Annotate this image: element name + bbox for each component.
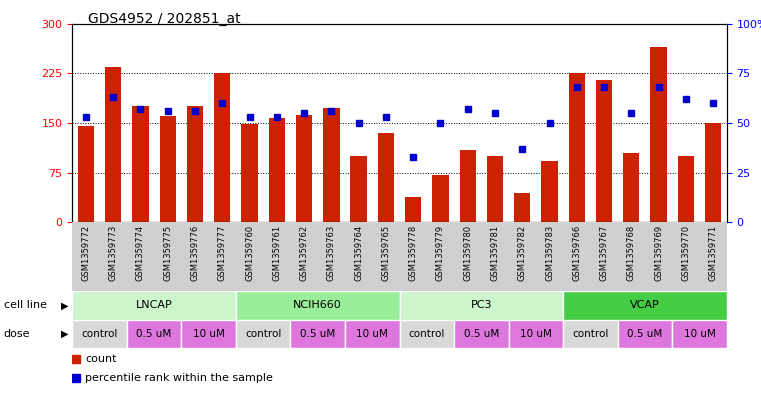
Bar <box>460 149 476 222</box>
Bar <box>187 107 203 222</box>
Bar <box>400 320 454 348</box>
Text: ▶: ▶ <box>61 329 68 339</box>
Bar <box>487 156 503 222</box>
Bar <box>568 73 585 222</box>
Bar <box>72 320 127 348</box>
Text: percentile rank within the sample: percentile rank within the sample <box>85 373 273 382</box>
Bar <box>541 161 558 222</box>
Bar <box>181 320 236 348</box>
Text: control: control <box>81 329 118 339</box>
Text: GDS4952 / 202851_at: GDS4952 / 202851_at <box>88 12 240 26</box>
Bar <box>618 320 672 348</box>
Text: GSM1359760: GSM1359760 <box>245 224 254 281</box>
Bar <box>269 118 285 222</box>
Text: 10 uM: 10 uM <box>193 329 224 339</box>
Text: GSM1359778: GSM1359778 <box>409 224 418 281</box>
Bar <box>105 67 122 222</box>
Text: GSM1359773: GSM1359773 <box>109 224 118 281</box>
Text: GSM1359770: GSM1359770 <box>681 224 690 281</box>
Text: GSM1359774: GSM1359774 <box>136 224 145 281</box>
Bar <box>405 197 422 222</box>
Bar <box>563 291 727 320</box>
Text: ▶: ▶ <box>61 300 68 310</box>
Bar <box>377 133 394 222</box>
Bar <box>351 156 367 222</box>
Text: dose: dose <box>4 329 30 339</box>
Text: GSM1359782: GSM1359782 <box>517 224 527 281</box>
Text: control: control <box>572 329 609 339</box>
Bar <box>296 115 312 222</box>
Text: GSM1359761: GSM1359761 <box>272 224 282 281</box>
Text: GSM1359772: GSM1359772 <box>81 224 91 281</box>
Text: GSM1359777: GSM1359777 <box>218 224 227 281</box>
Bar <box>78 126 94 222</box>
Bar <box>563 320 618 348</box>
Text: GSM1359780: GSM1359780 <box>463 224 472 281</box>
Text: GSM1359766: GSM1359766 <box>572 224 581 281</box>
Text: GSM1359781: GSM1359781 <box>491 224 499 281</box>
Bar <box>678 156 694 222</box>
Bar <box>214 73 231 222</box>
Text: GSM1359776: GSM1359776 <box>190 224 199 281</box>
Bar <box>236 291 400 320</box>
Text: 10 uM: 10 uM <box>683 329 715 339</box>
Text: 0.5 uM: 0.5 uM <box>463 329 499 339</box>
Bar <box>705 123 721 222</box>
Text: 0.5 uM: 0.5 uM <box>300 329 336 339</box>
Bar <box>241 124 258 222</box>
Bar <box>596 80 613 222</box>
Text: 0.5 uM: 0.5 uM <box>627 329 663 339</box>
Bar <box>291 320 345 348</box>
Text: GSM1359764: GSM1359764 <box>354 224 363 281</box>
Text: GSM1359763: GSM1359763 <box>327 224 336 281</box>
Text: 0.5 uM: 0.5 uM <box>136 329 172 339</box>
Text: GSM1359771: GSM1359771 <box>708 224 718 281</box>
Text: GSM1359768: GSM1359768 <box>627 224 635 281</box>
Text: GSM1359765: GSM1359765 <box>381 224 390 281</box>
Text: PC3: PC3 <box>470 300 492 310</box>
Text: control: control <box>409 329 445 339</box>
Bar <box>651 47 667 222</box>
Bar <box>72 291 236 320</box>
Text: GSM1359775: GSM1359775 <box>164 224 172 281</box>
Bar <box>508 320 563 348</box>
Text: cell line: cell line <box>4 300 47 310</box>
Bar <box>432 175 449 222</box>
Text: LNCAP: LNCAP <box>135 300 173 310</box>
Text: GSM1359762: GSM1359762 <box>300 224 308 281</box>
Bar <box>672 320 727 348</box>
Text: GSM1359783: GSM1359783 <box>545 224 554 281</box>
Text: control: control <box>245 329 282 339</box>
Bar <box>623 153 639 222</box>
Text: GSM1359767: GSM1359767 <box>600 224 609 281</box>
Text: 10 uM: 10 uM <box>356 329 388 339</box>
Text: GSM1359769: GSM1359769 <box>654 224 663 281</box>
Bar <box>323 108 339 222</box>
Text: VCAP: VCAP <box>630 300 660 310</box>
Bar <box>236 320 291 348</box>
Bar <box>454 320 508 348</box>
Bar <box>127 320 181 348</box>
Text: count: count <box>85 354 117 364</box>
Text: 10 uM: 10 uM <box>520 329 552 339</box>
Bar <box>160 116 176 222</box>
Bar <box>345 320 400 348</box>
Bar <box>132 107 148 222</box>
Text: GSM1359779: GSM1359779 <box>436 224 445 281</box>
Bar <box>400 291 563 320</box>
Text: NCIH660: NCIH660 <box>293 300 342 310</box>
Bar <box>514 193 530 222</box>
